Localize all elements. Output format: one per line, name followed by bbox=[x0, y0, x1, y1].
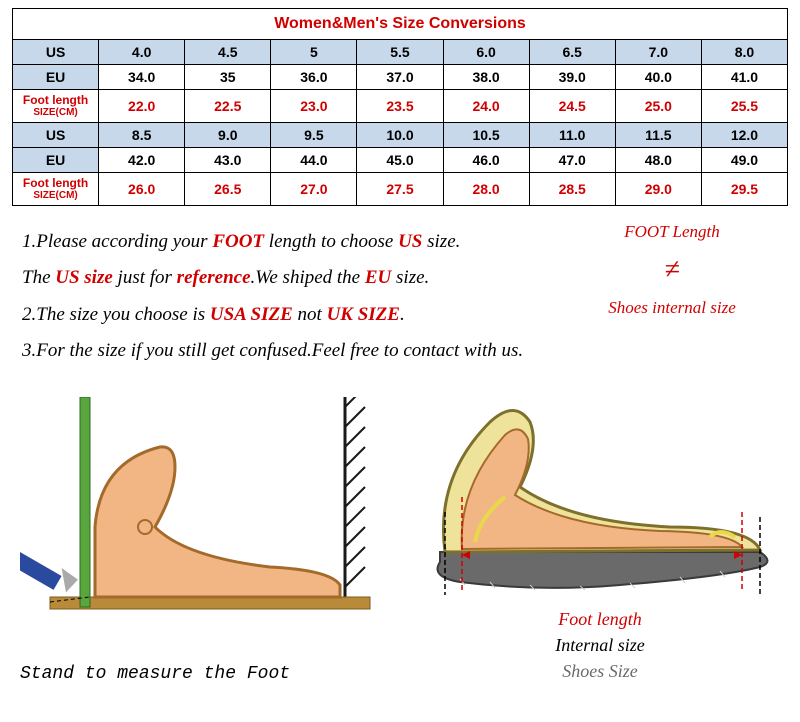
diagram-left-caption: Stand to measure the Foot bbox=[20, 664, 400, 684]
cell: 27.0 bbox=[271, 173, 357, 206]
cell: 22.0 bbox=[99, 90, 185, 123]
cell: 10.5 bbox=[443, 123, 529, 148]
foot-main: Foot length bbox=[23, 176, 88, 190]
cell: 28.5 bbox=[529, 173, 615, 206]
cell: 28.0 bbox=[443, 173, 529, 206]
cell: 8.0 bbox=[701, 40, 787, 65]
cell: 43.0 bbox=[185, 148, 271, 173]
cell: 24.5 bbox=[529, 90, 615, 123]
not-equal-icon: ≠ bbox=[572, 248, 772, 293]
diagram-right-caption: Foot length Internal size Shoes Size bbox=[420, 606, 780, 684]
cell: 41.0 bbox=[701, 65, 787, 90]
row-label-foot: Foot length SIZE(CM) bbox=[13, 90, 99, 123]
cell: 9.0 bbox=[185, 123, 271, 148]
cell: 26.0 bbox=[99, 173, 185, 206]
size-table: Women&Men's Size Conversions US 4.0 4.5 … bbox=[12, 8, 788, 206]
cell: 23.0 bbox=[271, 90, 357, 123]
foot-shoe-svg bbox=[420, 377, 780, 597]
cell: 39.0 bbox=[529, 65, 615, 90]
cell: 23.5 bbox=[357, 90, 443, 123]
foot-measure-svg bbox=[20, 397, 400, 647]
cap-internal-size: Internal size bbox=[420, 632, 780, 658]
cell: 24.0 bbox=[443, 90, 529, 123]
cell: 10.0 bbox=[357, 123, 443, 148]
cell: 49.0 bbox=[701, 148, 787, 173]
cell: 45.0 bbox=[357, 148, 443, 173]
cell: 37.0 bbox=[357, 65, 443, 90]
cell: 36.0 bbox=[271, 65, 357, 90]
cell: 38.0 bbox=[443, 65, 529, 90]
foot-sub: SIZE(CM) bbox=[15, 190, 96, 201]
row-label-eu: EU bbox=[13, 148, 99, 173]
cap-foot-length: Foot length bbox=[420, 606, 780, 632]
cell: 27.5 bbox=[357, 173, 443, 206]
foot-sub: SIZE(CM) bbox=[15, 107, 96, 118]
cell: 25.0 bbox=[615, 90, 701, 123]
cell: 8.5 bbox=[99, 123, 185, 148]
cell: 26.5 bbox=[185, 173, 271, 206]
cell: 11.0 bbox=[529, 123, 615, 148]
cell: 34.0 bbox=[99, 65, 185, 90]
note-l1: FOOT Length bbox=[624, 222, 720, 241]
cell: 5 bbox=[271, 40, 357, 65]
row-label-eu: EU bbox=[13, 65, 99, 90]
cell: 7.0 bbox=[615, 40, 701, 65]
row-label-us: US bbox=[13, 40, 99, 65]
size-table-wrap: Women&Men's Size Conversions US 4.0 4.5 … bbox=[0, 0, 800, 206]
cell: 48.0 bbox=[615, 148, 701, 173]
note-l2: Shoes internal size bbox=[608, 298, 736, 317]
cell: 5.5 bbox=[357, 40, 443, 65]
cell: 29.5 bbox=[701, 173, 787, 206]
instructions: FOOT Length ≠ Shoes internal size 1.Plea… bbox=[0, 206, 800, 376]
row-label-us: US bbox=[13, 123, 99, 148]
cell: 12.0 bbox=[701, 123, 787, 148]
cell: 42.0 bbox=[99, 148, 185, 173]
cell: 44.0 bbox=[271, 148, 357, 173]
cell: 25.5 bbox=[701, 90, 787, 123]
cell: 35 bbox=[185, 65, 271, 90]
cell: 6.5 bbox=[529, 40, 615, 65]
foot-main: Foot length bbox=[23, 93, 88, 107]
cell: 46.0 bbox=[443, 148, 529, 173]
cell: 40.0 bbox=[615, 65, 701, 90]
cell: 29.0 bbox=[615, 173, 701, 206]
cap-shoes-size: Shoes Size bbox=[420, 658, 780, 684]
row-label-foot: Foot length SIZE(CM) bbox=[13, 173, 99, 206]
cell: 22.5 bbox=[185, 90, 271, 123]
cell: 47.0 bbox=[529, 148, 615, 173]
note-box: FOOT Length ≠ Shoes internal size bbox=[572, 218, 772, 321]
table-title: Women&Men's Size Conversions bbox=[13, 9, 788, 40]
cell: 4.5 bbox=[185, 40, 271, 65]
diagram-right: Foot length Internal size Shoes Size bbox=[420, 377, 780, 684]
diagram-left: Stand to measure the Foot bbox=[20, 397, 400, 684]
cell: 9.5 bbox=[271, 123, 357, 148]
instr-line-4: 3.For the size if you still get confused… bbox=[22, 333, 778, 369]
cell: 11.5 bbox=[615, 123, 701, 148]
cell: 4.0 bbox=[99, 40, 185, 65]
diagrams: Stand to measure the Foot bbox=[0, 377, 800, 694]
cell: 6.0 bbox=[443, 40, 529, 65]
